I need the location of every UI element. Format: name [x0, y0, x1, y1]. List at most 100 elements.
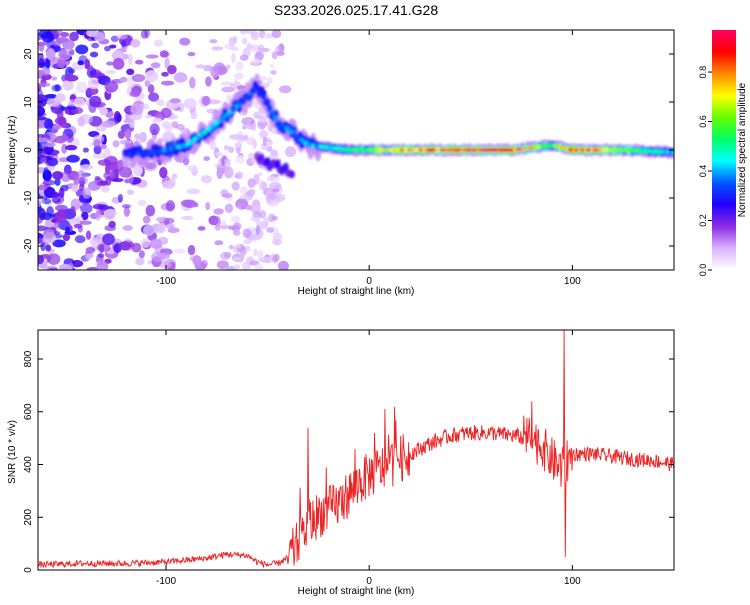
heatmap-cell [205, 201, 211, 211]
heatmap-cell [220, 81, 233, 86]
heatmap-cell [241, 261, 252, 270]
heatmap-cell [255, 225, 261, 235]
heatmap-cell [187, 52, 196, 57]
heatmap-cell [54, 116, 66, 125]
spectrogram-x-tick-label: -100 [156, 276, 176, 287]
heatmap-cell [139, 131, 147, 143]
heatmap-cell [38, 137, 50, 143]
spectrogram-y-tick-label: 10 [23, 96, 34, 108]
heatmap-cell [38, 41, 48, 47]
heatmap-cell [164, 57, 170, 70]
heatmap-cell [262, 99, 269, 104]
heatmap-cell [236, 243, 241, 249]
heatmap-cell [224, 203, 230, 212]
heatmap-cell [135, 257, 145, 266]
snr-y-tick-label: 0 [23, 567, 34, 573]
heatmap-cell [73, 223, 83, 229]
heatmap-cell [41, 66, 50, 77]
heatmap-cell [216, 260, 229, 270]
heatmap-cell [233, 78, 239, 87]
heatmap-cell [201, 95, 211, 106]
heatmap-cell [187, 244, 196, 256]
heatmap-cell [126, 68, 135, 76]
heatmap-cell [262, 33, 271, 39]
heatmap-cell [148, 92, 160, 102]
heatmap-cell [56, 208, 67, 220]
heatmap-cell [223, 251, 232, 259]
heatmap-cell [71, 184, 79, 193]
heatmap-cell [75, 44, 89, 55]
heatmap-cell [64, 74, 79, 82]
heatmap-cell [118, 166, 132, 178]
heatmap-cell [205, 76, 212, 87]
heatmap-cell [104, 258, 112, 264]
heatmap-cell [51, 76, 58, 81]
heatmap-cell [124, 128, 132, 140]
heatmap-cell [267, 105, 273, 110]
heatmap-cell [82, 147, 89, 153]
heatmap-cell [247, 178, 256, 188]
heatmap-cell [182, 157, 190, 166]
heatmap-cell [130, 39, 141, 48]
heatmap-cell [68, 217, 81, 225]
heatmap-cell [231, 215, 241, 223]
heatmap-cell [270, 70, 277, 75]
heatmap-cell [153, 39, 164, 47]
heatmap-cell [270, 149, 278, 157]
heatmap-cell [118, 241, 131, 251]
heatmap-cell [238, 253, 244, 263]
heatmap-cell [95, 209, 101, 221]
heatmap-cell [671, 150, 674, 155]
spectrogram-y-tick-label: -10 [23, 190, 34, 205]
heatmap-cell [104, 80, 119, 93]
heatmap-cell [61, 143, 68, 154]
heatmap-cell [259, 131, 266, 139]
heatmap-cell [156, 252, 171, 260]
heatmap-cell [90, 236, 97, 246]
heatmap-cell [271, 215, 278, 221]
snr-x-tick-label: 100 [564, 576, 581, 587]
heatmap-cell [159, 167, 168, 179]
heatmap-cell [89, 51, 99, 58]
heatmap-cell [225, 172, 232, 179]
heatmap-cell [44, 93, 58, 99]
heatmap-cell [112, 178, 124, 183]
heatmap-cell [186, 188, 201, 195]
heatmap-cell [235, 60, 244, 71]
heatmap-cell [225, 160, 232, 167]
heatmap-cell [267, 122, 273, 132]
heatmap-cell [143, 224, 155, 236]
spectrogram-x-tick-label: 100 [564, 276, 581, 287]
heatmap-cell [131, 242, 142, 253]
heatmap-cell [257, 172, 263, 177]
heatmap-cell [38, 58, 45, 69]
heatmap-cell [97, 253, 105, 259]
heatmap-cell [54, 84, 60, 92]
heatmap-cell [207, 99, 221, 105]
heatmap-cell [260, 75, 267, 82]
heatmap-cell [38, 53, 44, 59]
heatmap-cell [145, 204, 156, 217]
heatmap-cell [147, 84, 155, 94]
heatmap-cell [161, 71, 169, 77]
snr-y-tick-label: 600 [23, 403, 34, 420]
heatmap-ridge-layer [121, 73, 674, 179]
heatmap-cell [263, 217, 271, 224]
heatmap-cell [62, 233, 70, 242]
spectrogram-y-tick-label: -20 [23, 238, 34, 253]
heatmap-cell [250, 158, 256, 164]
colorbar-tick-label: 0.8 [698, 66, 708, 79]
heatmap-cell [180, 199, 194, 208]
heatmap-cell [242, 124, 247, 130]
heatmap-cell [215, 151, 223, 157]
heatmap-cell [42, 228, 55, 239]
heatmap-cell [157, 222, 166, 234]
heatmap-cell [38, 254, 45, 265]
heatmap-cell [165, 223, 175, 229]
heatmap-cell [96, 75, 107, 80]
heatmap-cell [38, 82, 51, 87]
snr-series [38, 330, 674, 569]
heatmap-cell [105, 176, 112, 186]
heatmap-cell [46, 157, 58, 167]
snr-x-tick-label: 0 [366, 576, 372, 587]
